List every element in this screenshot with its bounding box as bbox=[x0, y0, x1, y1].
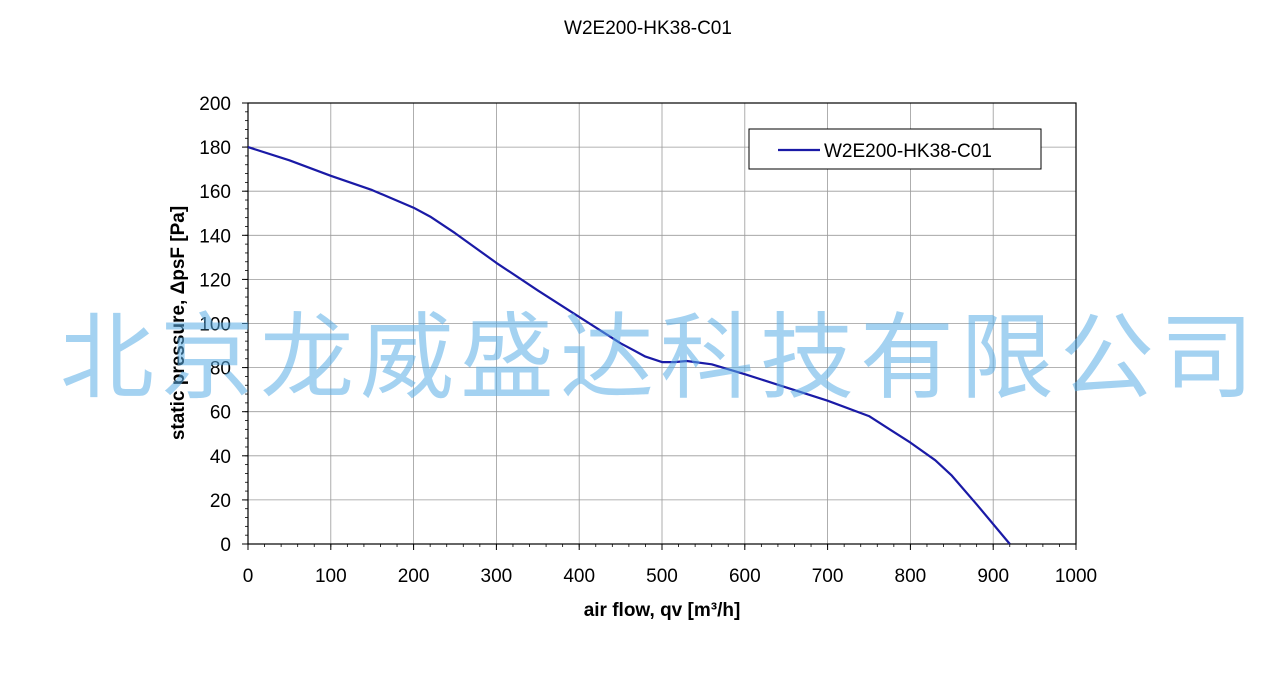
y-tick-label: 180 bbox=[199, 138, 231, 159]
y-tick-label: 40 bbox=[210, 447, 231, 468]
legend-label: W2E200-HK38-C01 bbox=[824, 141, 992, 162]
plot-frame bbox=[247, 102, 1077, 545]
x-tick-label: 900 bbox=[977, 566, 1009, 587]
y-tick-label: 160 bbox=[199, 182, 231, 203]
x-tick-label: 200 bbox=[398, 566, 430, 587]
x-tick-label: 600 bbox=[729, 566, 761, 587]
y-tick-label: 120 bbox=[199, 270, 231, 291]
y-tick-label: 100 bbox=[199, 315, 231, 336]
grid bbox=[242, 102, 1077, 550]
y-tick-label: 0 bbox=[220, 535, 231, 556]
x-tick-label: 300 bbox=[481, 566, 513, 587]
series-layer bbox=[247, 146, 1011, 545]
y-axis-label: static pressure, ΔpsF [Pa] bbox=[168, 206, 189, 440]
x-tick-label: 0 bbox=[243, 566, 254, 587]
y-tick-label: 200 bbox=[199, 94, 231, 115]
y-tick-label: 80 bbox=[210, 359, 231, 380]
x-tick-label: 400 bbox=[563, 566, 595, 587]
x-tick-label: 700 bbox=[812, 566, 844, 587]
legend: W2E200-HK38-C01 bbox=[748, 128, 1042, 170]
watermark: 北京龙威盛达科技有限公司 bbox=[60, 304, 1261, 413]
y-tick-label: 60 bbox=[210, 403, 231, 424]
x-tick-label: 100 bbox=[315, 566, 347, 587]
y-tick-label: 140 bbox=[199, 226, 231, 247]
x-tick-label: 500 bbox=[646, 566, 678, 587]
x-tick-label: 800 bbox=[895, 566, 927, 587]
y-tick-label: 20 bbox=[210, 491, 231, 512]
chart-title: W2E200-HK38-C01 bbox=[564, 18, 732, 39]
x-tick-label: 1000 bbox=[1055, 566, 1097, 587]
series-line bbox=[247, 146, 1011, 545]
x-axis-label: air flow, qv [m³/h] bbox=[584, 600, 741, 621]
x-tick-labels: 0 100 200 300 400 500 600 700 800 900 1000 bbox=[243, 566, 1097, 587]
y-tick-labels: 0 20 40 60 80 100 120 140 160 180 200 bbox=[199, 94, 231, 556]
